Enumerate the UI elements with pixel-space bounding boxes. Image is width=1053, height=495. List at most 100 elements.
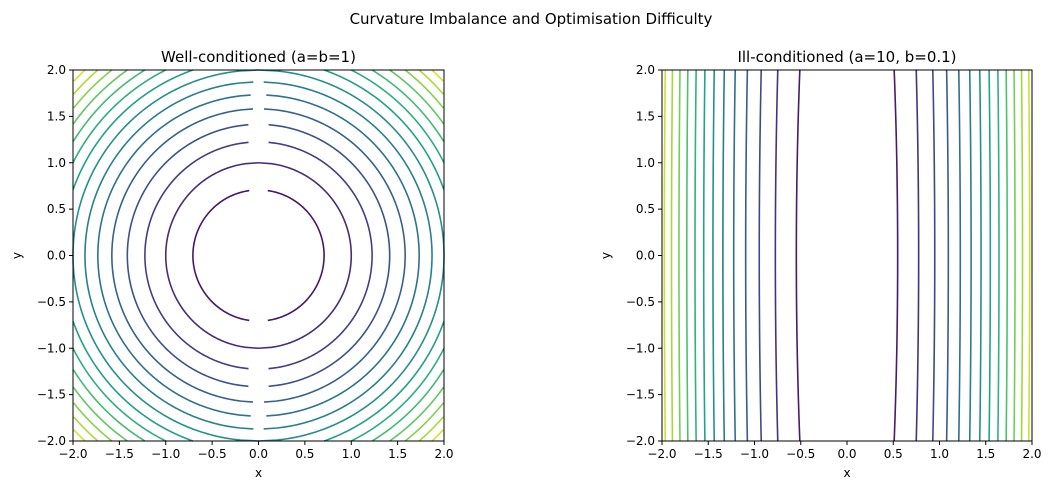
contour-line [997,69,1000,442]
contour-line [350,69,445,164]
contour-line [164,161,259,350]
contour-line [73,429,86,442]
contour-line [694,69,697,442]
contour-line [72,386,128,442]
contour-line [73,416,99,442]
y-tick-label: 0.0 [636,249,655,263]
contour-line [73,69,86,82]
contour-line [263,108,406,403]
contour-line [267,189,325,322]
contour-line [957,69,962,442]
x-tick-label: 0.0 [249,447,268,461]
y-tick-label: −0.5 [626,295,655,309]
y-tick-label: 2.0 [47,63,66,77]
y-tick-label: −1.0 [626,341,655,355]
y-tick-label: 1.0 [636,156,655,170]
y-tick-label: 2.0 [636,63,655,77]
y-tick-label: 1.5 [47,109,66,123]
contour-line [72,69,128,125]
x-tick-label: −0.5 [198,447,227,461]
x-tick-label: 1.5 [976,447,995,461]
contour-line [258,161,353,350]
contour-line [712,69,716,442]
contour-line [72,69,167,164]
contour-line [1020,69,1024,442]
contour-line [795,69,801,442]
contour-line [72,347,167,442]
x-tick-label: −1.0 [740,447,769,461]
y-tick-label: 0.5 [47,202,66,216]
x-tick-label: −1.5 [694,447,723,461]
x-tick-label: 0.5 [884,447,903,461]
contour-line [1005,69,1009,442]
contour-line [931,69,936,442]
contour-line [371,369,445,442]
contour-line [418,69,444,95]
contour-line [268,123,391,388]
contour-plot-1: −2.0−2.0 −1.5 −1.5 −1.0 −1.0 −0.5 −0.5 0.0 0.0 0.… [10,48,454,480]
contour-line [389,386,445,442]
contour-line [404,69,444,109]
subplot-title: Ill-conditioned (a=10, b=0.1) [737,48,956,66]
x-axis-label: x [843,466,850,480]
contour-line [371,69,445,142]
y-tick-label: −0.5 [37,295,66,309]
contour-line [72,321,194,442]
x-tick-label: 2.0 [434,447,453,461]
x-tick-label: −2.0 [647,447,676,461]
contour-line [732,69,737,442]
contour-line [431,429,444,442]
figure-title: Curvature Imbalance and Optimisation Dif… [350,10,713,28]
y-tick-label: 0.0 [47,249,66,263]
subplot-title: Well-conditioned (a=b=1) [161,48,356,66]
contour-line [323,321,445,442]
contour-line [758,69,763,442]
contour-line [84,81,254,430]
y-tick-label: −2.0 [626,434,655,448]
contour-line [744,69,749,442]
x-tick-label: 2.0 [1022,447,1041,461]
contour-line [404,402,444,442]
y-tick-label: 0.5 [636,202,655,216]
contour-line [774,69,779,442]
contour-line [389,69,445,125]
x-tick-label: −1.5 [105,447,134,461]
contour-line [893,69,899,442]
contour-line [702,69,706,442]
x-tick-label: 0.5 [295,447,314,461]
contour-line [268,141,373,370]
contour-line [72,69,146,142]
y-tick-label: −1.5 [626,388,655,402]
contour-line [72,369,146,442]
x-axis-label: x [255,466,262,480]
contour-line [678,69,681,442]
contour-line [263,81,433,430]
x-tick-label: −1.0 [151,447,180,461]
contour-line [350,347,445,442]
x-tick-label: 1.5 [388,447,407,461]
contour-line [126,123,249,388]
contour-line [266,94,420,417]
contour-line [945,69,950,442]
contour-line [1013,69,1016,442]
x-tick-label: −0.5 [786,447,815,461]
contour-line [323,69,445,190]
y-tick-label: 1.5 [636,109,655,123]
contour-line [670,69,674,442]
contour-line [418,416,444,442]
contour-line [968,69,972,442]
x-tick-label: 1.0 [930,447,949,461]
x-tick-label: 0.0 [837,447,856,461]
contour-line [73,69,99,95]
contour-line [73,402,113,442]
x-tick-label: −2.0 [58,447,87,461]
contour-plot-2: −2.0−2.0 −1.5 −1.5 −1.0 −1.0 −0.5 −0.5 0.0 0.0 0.… [599,48,1042,480]
contour-line [722,69,726,442]
y-axis-label: y [10,252,24,259]
axes-frame [661,69,1033,442]
x-tick-label: 1.0 [342,447,361,461]
contour-line [73,69,113,109]
y-tick-label: −1.5 [37,388,66,402]
